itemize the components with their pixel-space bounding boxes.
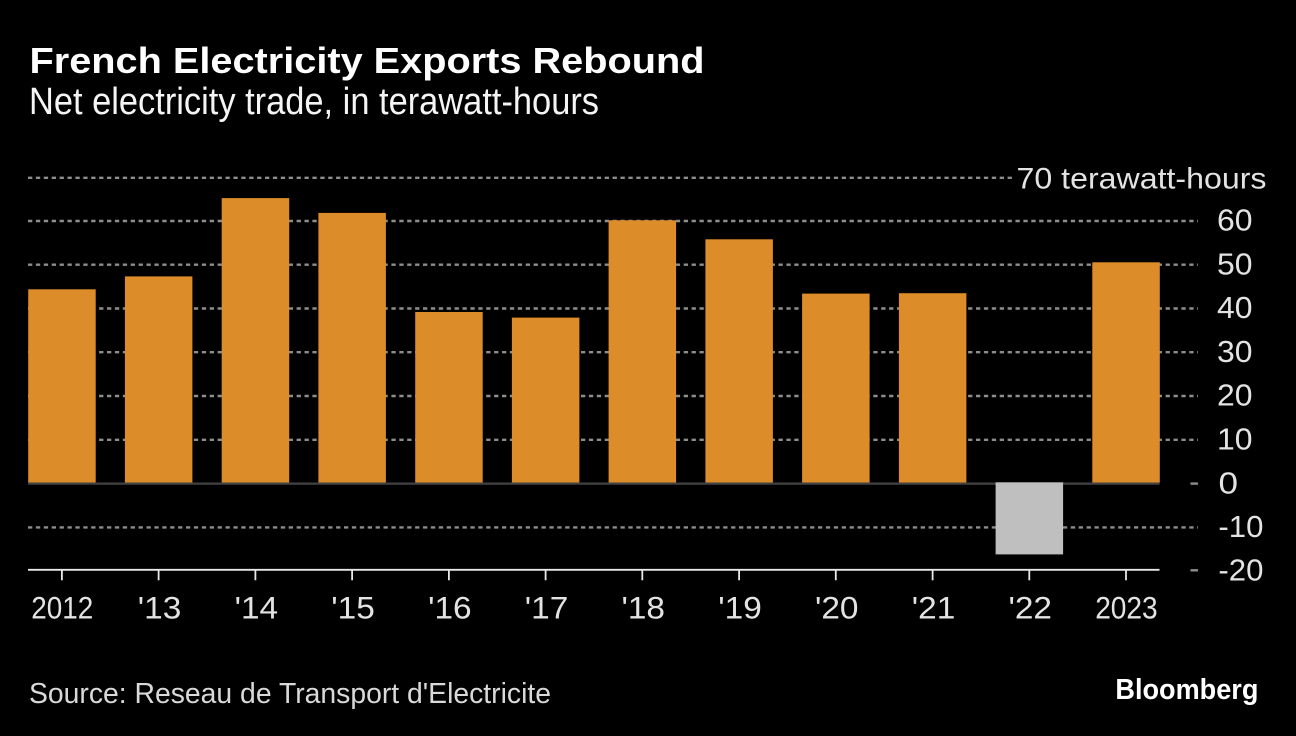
svg-text:'13: '13: [138, 591, 182, 626]
svg-text:'16: '16: [428, 591, 472, 626]
svg-text:'15: '15: [331, 591, 375, 626]
svg-text:'17: '17: [525, 591, 569, 626]
svg-text:0: 0: [1219, 465, 1239, 500]
svg-text:30: 30: [1217, 334, 1253, 369]
svg-text:70 terawatt-hours: 70 terawatt-hours: [1017, 163, 1267, 196]
svg-text:'21: '21: [912, 591, 956, 626]
svg-text:20: 20: [1217, 378, 1253, 413]
svg-text:-20: -20: [1218, 552, 1263, 587]
svg-text:French Electricity Exports Reb: French Electricity Exports Rebound: [30, 40, 705, 81]
svg-text:Source: Reseau de Transport d': Source: Reseau de Transport d'Electricit…: [29, 677, 551, 709]
svg-text:'18: '18: [622, 591, 666, 626]
svg-text:Net electricity trade, in tera: Net electricity trade, in terawatt-hours: [29, 81, 599, 123]
svg-text:'20: '20: [815, 591, 859, 626]
svg-text:'19: '19: [718, 591, 762, 626]
svg-text:10: 10: [1217, 422, 1253, 457]
svg-text:'14: '14: [235, 591, 279, 626]
svg-text:-10: -10: [1218, 509, 1263, 544]
svg-text:2012: 2012: [31, 591, 93, 626]
svg-text:Bloomberg: Bloomberg: [1115, 674, 1258, 706]
svg-text:40: 40: [1217, 290, 1253, 325]
svg-text:50: 50: [1217, 246, 1253, 281]
svg-text:60: 60: [1217, 203, 1253, 238]
svg-text:'22: '22: [1009, 591, 1053, 626]
svg-text:2023: 2023: [1095, 591, 1158, 626]
